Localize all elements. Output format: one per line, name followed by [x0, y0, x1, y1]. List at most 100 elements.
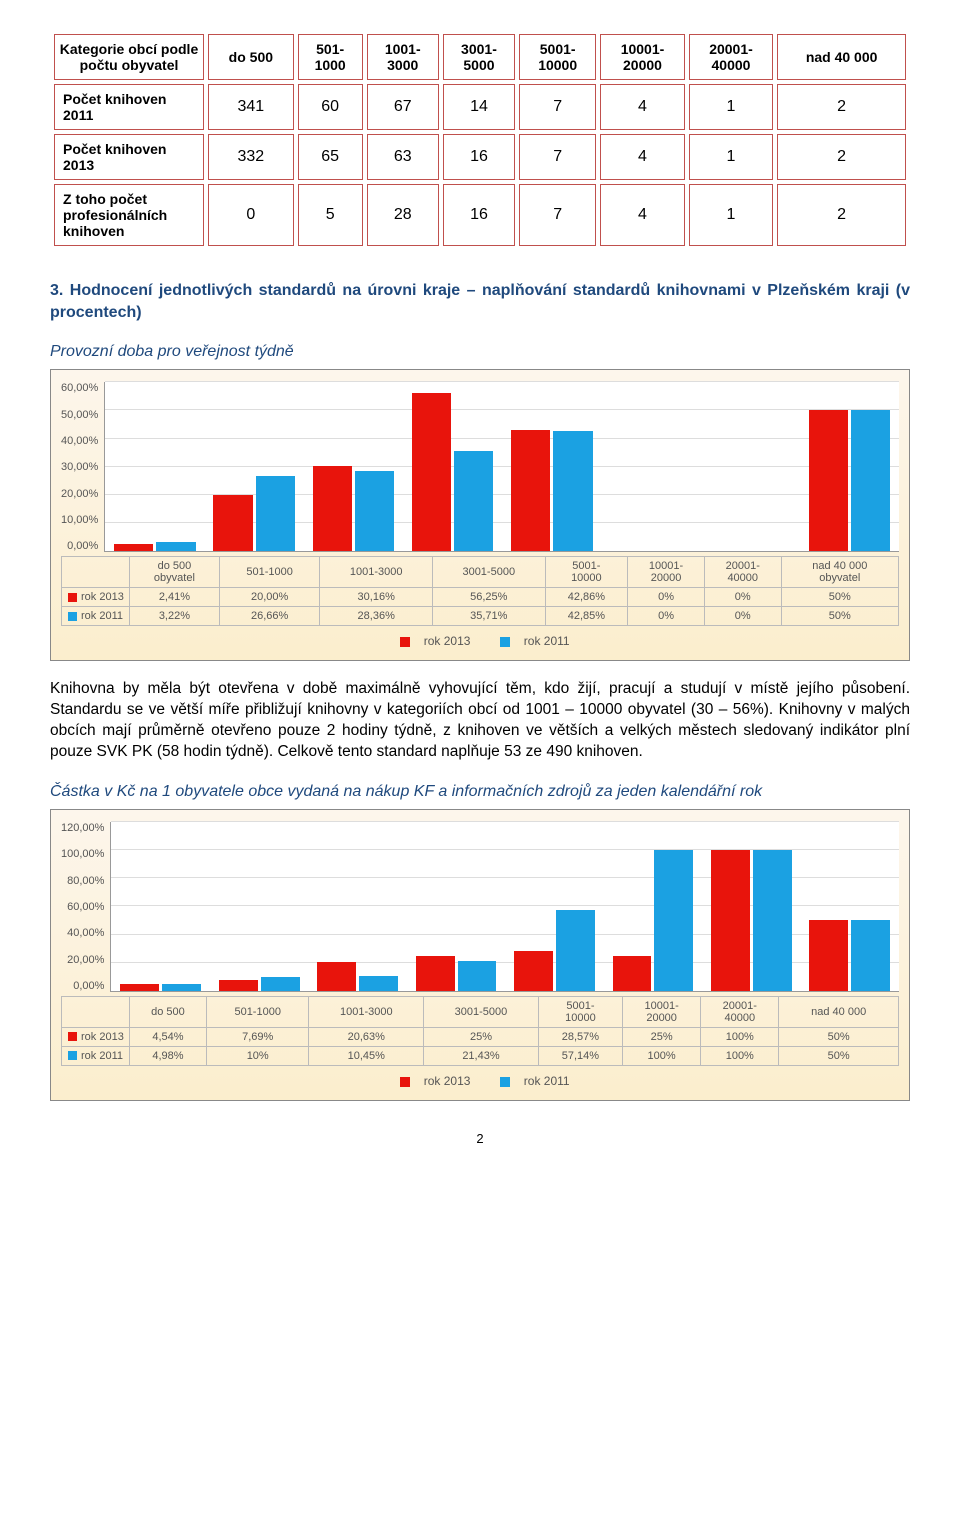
table-cell: 1: [689, 134, 774, 180]
bar: [114, 544, 153, 551]
bar: [851, 410, 890, 551]
data-cell: 35,71%: [432, 607, 545, 626]
series-label: rok 2013: [62, 1027, 130, 1046]
chart-legend: rok 2013 rok 2011: [61, 1066, 899, 1090]
y-tick-label: 60,00%: [67, 901, 104, 913]
data-cell: 50%: [781, 607, 898, 626]
table-cell: 60: [298, 84, 363, 130]
bar-group: [105, 382, 204, 551]
bar-group: [304, 382, 403, 551]
bar: [514, 951, 553, 991]
data-cell: 42,86%: [545, 588, 628, 607]
series-label: rok 2011: [62, 1046, 130, 1065]
table-cell: 16: [443, 134, 515, 180]
chart-legend: rok 2013 rok 2011: [61, 626, 899, 650]
section-3-heading: 3. Hodnocení jednotlivých standardů na ú…: [50, 280, 910, 323]
table-cell: 63: [367, 134, 439, 180]
legend-swatch-icon: [500, 1077, 510, 1087]
table-cell: 341: [208, 84, 294, 130]
category-header: 10001-20000: [628, 557, 705, 588]
bar-group: [308, 822, 406, 991]
table-col-header: 1001-3000: [367, 34, 439, 80]
bar-group: [702, 822, 800, 991]
y-tick-label: 50,00%: [61, 409, 98, 421]
table-cell: 2: [777, 84, 906, 130]
category-header: do 500: [130, 996, 207, 1027]
bar-group: [801, 822, 899, 991]
data-cell: 0%: [628, 588, 705, 607]
bar: [753, 850, 792, 991]
legend-swatch-icon: [68, 1032, 77, 1041]
bar: [219, 980, 258, 991]
table-cell: 0: [208, 184, 294, 246]
table-cell: 28: [367, 184, 439, 246]
table-cell: 4: [600, 134, 685, 180]
data-cell: 100%: [701, 1046, 779, 1065]
table-col-header: 501-1000: [298, 34, 363, 80]
bar: [355, 471, 394, 551]
bars-container: [111, 822, 899, 991]
bar: [553, 431, 592, 552]
category-header: 501-1000: [206, 996, 309, 1027]
table-col-header: nad 40 000: [777, 34, 906, 80]
bar: [809, 410, 848, 551]
data-cell: 3,22%: [130, 607, 220, 626]
category-header: 5001-10000: [538, 996, 622, 1027]
heading-dash: –: [460, 282, 482, 299]
y-tick-label: 40,00%: [67, 927, 104, 939]
y-tick-label: 20,00%: [61, 488, 98, 500]
bar: [809, 920, 848, 990]
table-col-header: 5001-10000: [519, 34, 596, 80]
y-tick-label: 80,00%: [67, 875, 104, 887]
data-cell: 0%: [704, 588, 781, 607]
data-cell: 0%: [704, 607, 781, 626]
legend-swatch-icon: [68, 593, 77, 602]
chart-data-table: do 500obyvatel501-10001001-30003001-5000…: [61, 556, 899, 626]
category-header: 501-1000: [219, 557, 320, 588]
data-cell: 28,36%: [320, 607, 433, 626]
data-cell: 4,98%: [130, 1046, 207, 1065]
bar: [613, 956, 652, 991]
table-row-label: Počet knihoven 2011: [54, 84, 204, 130]
legend-swatch-icon: [68, 1051, 77, 1060]
y-tick-label: 0,00%: [67, 540, 98, 552]
data-cell: 20,63%: [309, 1027, 424, 1046]
table-row-label: Počet knihoven 2013: [54, 134, 204, 180]
data-cell: 0%: [628, 607, 705, 626]
bar: [458, 961, 497, 991]
legend-item: rok 2013: [390, 1074, 470, 1088]
table-cell: 7: [519, 184, 596, 246]
y-axis: 120,00%100,00%80,00%60,00%40,00%20,00%0,…: [61, 822, 110, 992]
plot-area: [104, 382, 899, 552]
data-cell: 25%: [424, 1027, 539, 1046]
bar-group: [205, 382, 304, 551]
table-cell: 16: [443, 184, 515, 246]
table-cell: 5: [298, 184, 363, 246]
bar-group: [604, 822, 702, 991]
table-row-label: Z toho početprofesionálníchknihoven: [54, 184, 204, 246]
heading-prefix: 3. Hodnocení jednotlivých standardů na ú…: [50, 282, 460, 299]
y-tick-label: 20,00%: [67, 954, 104, 966]
y-tick-label: 0,00%: [73, 980, 104, 992]
category-header: 5001-10000: [545, 557, 628, 588]
bar: [416, 956, 455, 991]
data-cell: 7,69%: [206, 1027, 309, 1046]
table-corner-header: Kategorie obcí podlepočtu obyvatel: [54, 34, 204, 80]
category-header: do 500obyvatel: [130, 557, 220, 588]
data-cell: 50%: [781, 588, 898, 607]
bar-group: [111, 822, 209, 991]
data-cell: 100%: [701, 1027, 779, 1046]
table-cell: 67: [367, 84, 439, 130]
category-header: 3001-5000: [424, 996, 539, 1027]
chart1-box: 60,00%50,00%40,00%30,00%20,00%10,00%0,00…: [50, 369, 910, 661]
bar-group: [701, 382, 800, 551]
bar-group: [601, 382, 700, 551]
table-corner: [62, 557, 130, 588]
top-summary-table: Kategorie obcí podlepočtu obyvateldo 500…: [50, 30, 910, 250]
table-corner: [62, 996, 130, 1027]
chart1-title: Provozní doba pro veřejnost týdně: [50, 343, 910, 361]
bar-group: [502, 382, 601, 551]
legend-item: rok 2011: [490, 1074, 569, 1088]
data-cell: 26,66%: [219, 607, 320, 626]
y-tick-label: 120,00%: [61, 822, 104, 834]
